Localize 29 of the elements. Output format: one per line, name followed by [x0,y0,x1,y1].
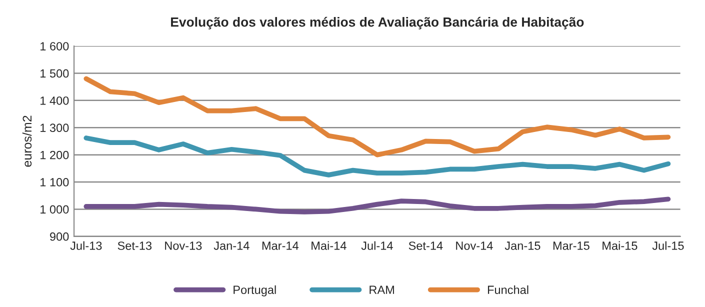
y-tick-label: 1 200 [40,150,69,160]
y-tick-label: 1 500 [40,69,69,78]
x-tick-label: Set-13 [118,242,152,250]
x-tick-label: Nov-14 [456,242,493,250]
legend-label: Portugal [234,285,276,296]
line-series [84,136,671,178]
y-tick-label: 1 300 [40,124,69,132]
y-tick-label: 1 100 [40,178,69,186]
line-series [84,76,671,158]
x-tick-label: Nov-13 [165,242,202,250]
y-tick-label: 1 000 [40,205,69,214]
y-tick-label: 1 600 [40,42,69,50]
y-tick-label: 1 400 [40,96,69,105]
x-tick-label: Mai-14 [312,241,346,250]
legend-label: Funchal [488,285,528,294]
x-tick-label: Jul-13 [70,241,102,250]
legend-label: RAM [370,286,394,294]
y-axis-title: euros/m2 [22,116,32,167]
line-series [84,196,671,214]
x-tick-label: Jan-14 [214,242,250,250]
x-tick-label: Jul-14 [361,241,393,250]
x-tick-label: Mar-15 [553,242,590,250]
y-tick-label: 900 [50,232,69,241]
x-tick-label: Jul-15 [652,241,684,250]
x-tick-label: Set-14 [408,242,443,250]
x-tick-label: Jan-15 [504,242,540,250]
x-tick-label: Mai-15 [602,241,638,250]
chart-title: Evolução dos valores médios de Avaliação Bancária de Habitação [171,16,584,30]
x-tick-label: Mar-14 [262,242,299,250]
